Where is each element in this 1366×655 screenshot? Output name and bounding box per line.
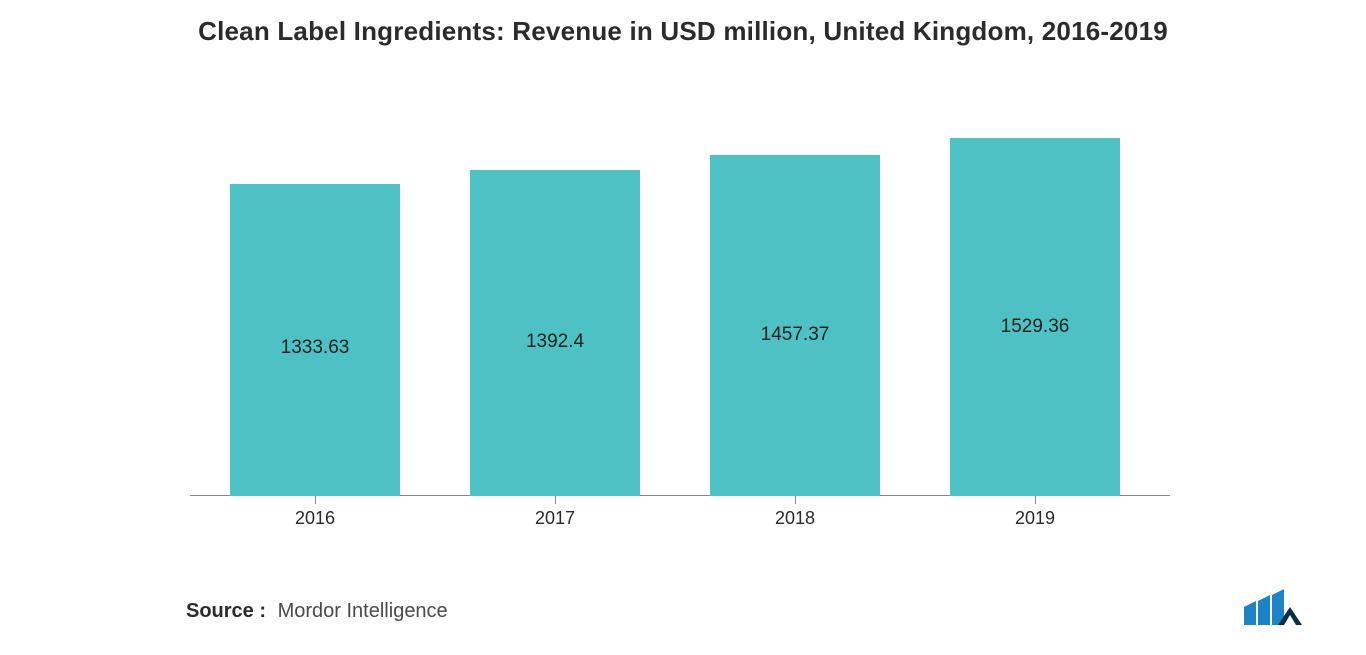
bar-group: 20181457.37 xyxy=(710,98,880,496)
x-tick xyxy=(1035,496,1036,504)
bar-value-label: 1333.63 xyxy=(281,337,350,359)
source-citation: Source : Mordor Intelligence xyxy=(186,600,448,623)
brand-logo xyxy=(1242,587,1304,627)
x-tick xyxy=(795,496,796,504)
x-axis-label: 2018 xyxy=(775,508,815,529)
x-tick xyxy=(315,496,316,504)
chart-container: Clean Label Ingredients: Revenue in USD … xyxy=(0,0,1366,655)
bar-group: 20171392.4 xyxy=(470,98,640,496)
bar-value-label: 1529.36 xyxy=(1001,316,1070,338)
x-tick xyxy=(555,496,556,504)
plot-area: 20161333.63 20171392.4 20181457.37 20191529… xyxy=(190,98,1170,496)
source-value: Mordor Intelligence xyxy=(278,600,448,622)
bar-value-label: 1392.4 xyxy=(526,331,584,353)
x-axis-label: 2016 xyxy=(295,508,335,529)
chart-title: Clean Label Ingredients: Revenue in USD … xyxy=(0,16,1366,47)
source-label: Source : xyxy=(186,600,266,622)
x-axis-label: 2019 xyxy=(1015,508,1055,529)
bar-value-label: 1457.37 xyxy=(761,324,830,346)
x-axis-label: 2017 xyxy=(535,508,575,529)
bar-group: 20161333.63 xyxy=(230,98,400,496)
bar-group: 20191529.36 xyxy=(950,98,1120,496)
brand-logo-icon xyxy=(1242,587,1304,627)
